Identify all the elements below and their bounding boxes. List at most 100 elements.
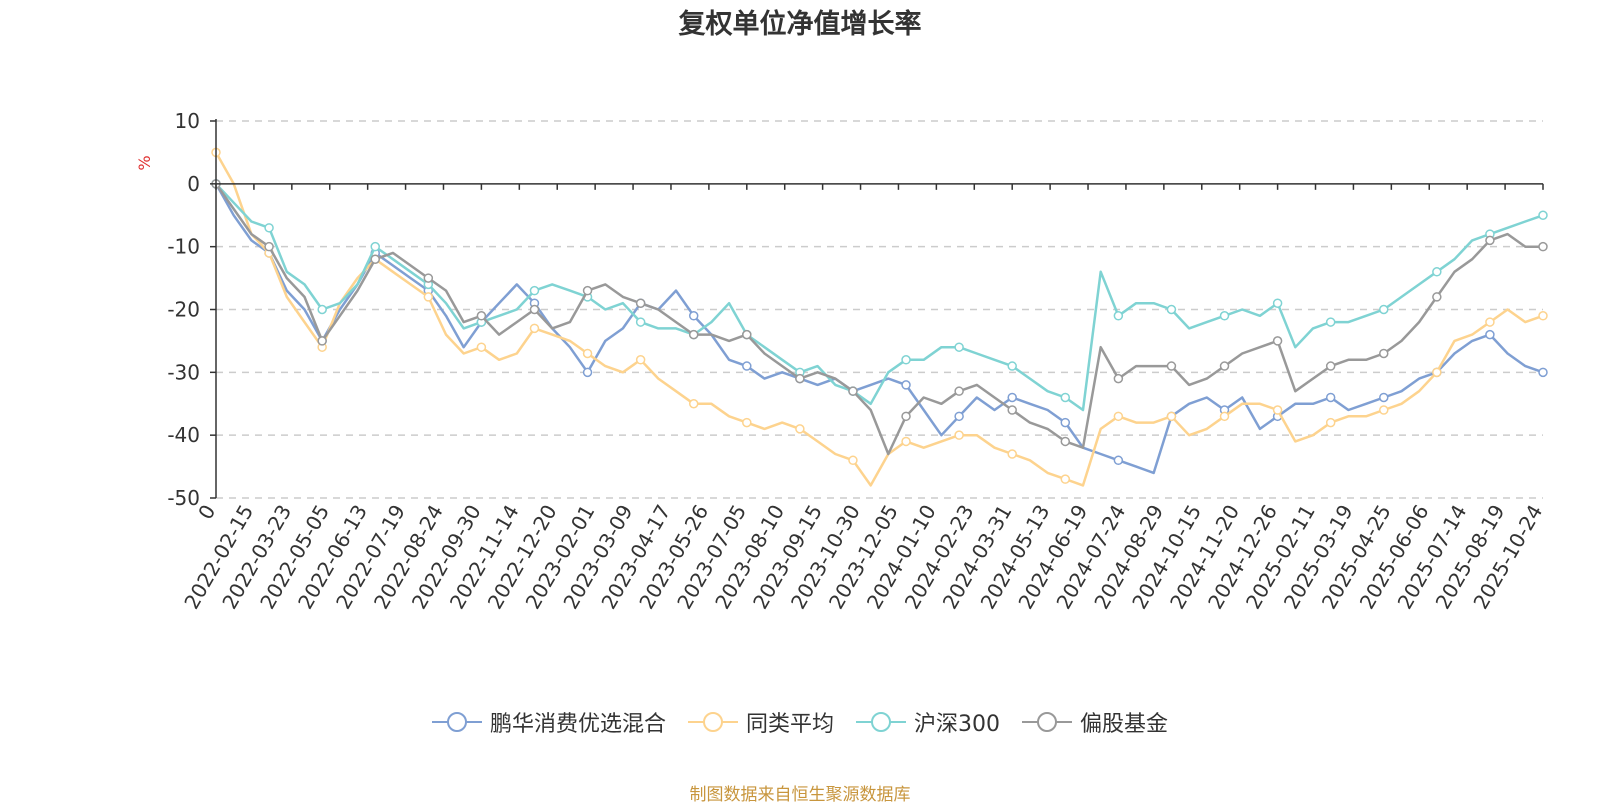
legend-label: 偏股基金 — [1080, 712, 1169, 737]
series-point-1 — [1113, 411, 1124, 422]
series-point-1 — [1325, 417, 1336, 428]
series-point-2 — [1060, 392, 1071, 403]
series-point-0 — [1538, 367, 1548, 378]
series-point-2 — [1325, 317, 1336, 327]
series-point-3 — [688, 329, 699, 340]
legend-marker-circle-icon — [687, 712, 738, 732]
series-point-1 — [1060, 474, 1071, 484]
y-tick-label: -20 — [167, 298, 200, 322]
legend-marker-circle-icon — [431, 712, 482, 732]
series-point-3 — [1485, 235, 1495, 246]
series-point-2 — [954, 342, 964, 352]
series-point-3 — [1379, 348, 1389, 359]
series-point-2 — [1007, 361, 1017, 371]
series-point-0 — [742, 361, 752, 371]
series-point-3 — [901, 411, 911, 422]
series-point-0 — [688, 311, 699, 321]
y-tick-label: 0 — [187, 172, 200, 196]
legend-label: 鹏华消费优选混合 — [489, 712, 666, 737]
series-line-0 — [214, 183, 1544, 475]
series-point-1 — [529, 323, 540, 334]
series-point-3 — [1166, 361, 1177, 371]
axes: 100-10-20-30-40-5002022-02-152022-03-232… — [167, 109, 1547, 613]
series-point-1 — [1272, 405, 1283, 415]
series-line-1 — [214, 151, 1544, 487]
series-point-1 — [742, 417, 752, 428]
series-point-1 — [848, 455, 858, 466]
series-point-0 — [1485, 329, 1495, 340]
series-point-1 — [688, 399, 699, 409]
series-point-2 — [1166, 304, 1177, 315]
y-tick-label: -10 — [167, 235, 200, 259]
y-tick-label: -50 — [167, 486, 200, 510]
series-point-0 — [901, 380, 911, 390]
series-point-1 — [423, 292, 434, 302]
series-point-1 — [1219, 411, 1230, 422]
series-point-3 — [1113, 373, 1124, 384]
series-point-0 — [1379, 392, 1389, 403]
legend-item-csi300[interactable]: 沪深300 — [856, 706, 1000, 738]
series-point-3 — [529, 304, 540, 315]
series-point-1 — [954, 430, 964, 440]
series-point-1 — [795, 424, 805, 434]
series-line-3 — [214, 183, 1543, 456]
legend-item-peer-average[interactable]: 同类平均 — [687, 706, 834, 738]
series-point-3 — [795, 373, 805, 384]
series-point-2 — [529, 285, 540, 296]
legend-item-pengua[interactable]: 鹏华消费优选混合 — [431, 706, 666, 738]
series-point-3 — [476, 311, 487, 321]
series-point-3 — [423, 273, 434, 283]
series-line-2 — [215, 182, 1544, 412]
series-point-3 — [1325, 361, 1336, 371]
series-point-2 — [370, 241, 380, 252]
series-point-3 — [1432, 292, 1442, 302]
gridlines — [216, 120, 1543, 499]
legend: 鹏华消费优选混合 同类平均 沪深300 偏股基金 — [0, 706, 1600, 738]
series-point-3 — [848, 386, 858, 396]
legend-marker-circle-icon — [1022, 712, 1072, 732]
series-point-2 — [317, 304, 327, 315]
series-point-3 — [1219, 361, 1230, 371]
series-point-2 — [1113, 311, 1124, 321]
series-point-1 — [1007, 449, 1017, 459]
series-point-3 — [1060, 436, 1071, 447]
y-tick-label: -30 — [167, 360, 200, 384]
series-layer — [211, 147, 1548, 487]
series-point-3 — [954, 386, 964, 396]
chart-title: 复权单位净值增长率 — [678, 9, 922, 40]
series-point-1 — [476, 342, 487, 352]
series-point-0 — [1007, 392, 1017, 403]
series-point-0 — [954, 411, 964, 422]
series-point-2 — [901, 355, 911, 365]
y-tick-label: 10 — [175, 109, 200, 133]
series-point-3 — [635, 298, 646, 308]
series-point-2 — [264, 223, 274, 233]
series-point-1 — [1432, 367, 1442, 378]
series-point-3 — [264, 241, 274, 252]
series-point-3 — [370, 254, 380, 264]
series-point-3 — [1538, 241, 1548, 252]
series-point-1 — [1379, 405, 1389, 415]
legend-label: 沪深300 — [914, 712, 1000, 737]
series-point-3 — [582, 285, 593, 296]
series-point-1 — [582, 348, 593, 359]
legend-label: 同类平均 — [745, 712, 834, 737]
legend-item-equity-fund[interactable]: 偏股基金 — [1022, 706, 1168, 738]
series-point-0 — [1325, 392, 1336, 403]
series-point-1 — [901, 436, 911, 447]
series-point-3 — [1007, 405, 1017, 415]
series-point-0 — [1113, 455, 1124, 466]
legend-marker-circle-icon — [856, 712, 906, 732]
y-axis-unit-label: % — [135, 155, 154, 170]
series-point-1 — [1538, 311, 1548, 321]
series-point-0 — [582, 367, 593, 378]
series-point-3 — [1272, 336, 1283, 346]
series-point-2 — [1432, 267, 1442, 277]
series-point-3 — [742, 329, 752, 340]
series-point-1 — [635, 355, 646, 365]
y-tick-label: -40 — [167, 423, 200, 447]
series-point-0 — [1060, 417, 1071, 428]
series-point-1 — [1485, 317, 1495, 327]
series-point-2 — [635, 317, 646, 327]
